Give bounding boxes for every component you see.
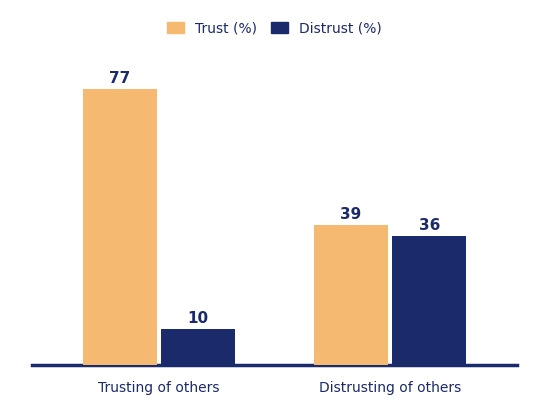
Bar [83, 89, 157, 365]
Text: 10: 10 [188, 311, 209, 326]
Bar [392, 236, 466, 365]
Legend: Trust (%), Distrust (%): Trust (%), Distrust (%) [162, 16, 387, 41]
Text: 77: 77 [109, 71, 131, 85]
Bar [161, 330, 235, 365]
Text: 39: 39 [340, 207, 361, 222]
Text: 36: 36 [418, 217, 440, 232]
Bar [314, 225, 387, 365]
